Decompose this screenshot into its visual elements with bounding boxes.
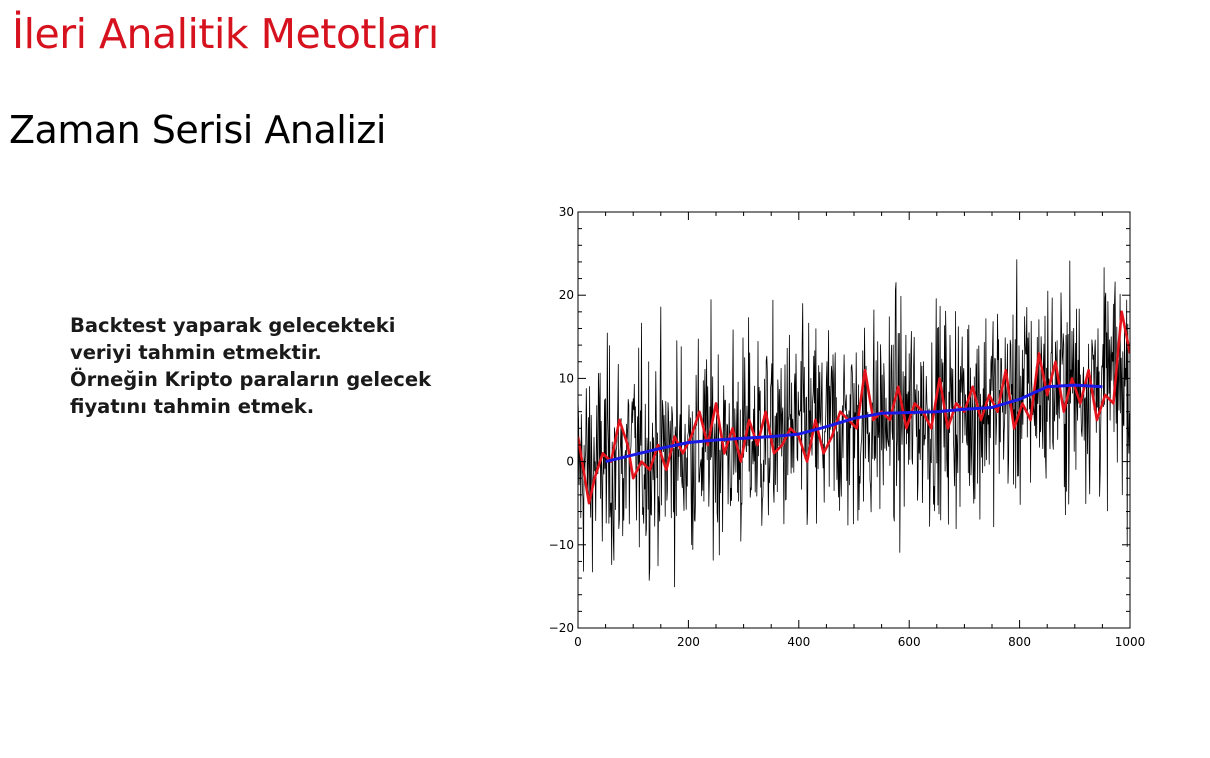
x-tick-label: 200 [677,635,700,649]
body-line-1: Backtest yaparak gelecekteki [70,314,396,337]
x-tick-label: 1000 [1115,635,1146,649]
body-text: Backtest yaparak gelecekteki veriyi tahm… [70,312,530,420]
y-tick-label: 20 [559,288,574,302]
body-line-2: veriyi tahmin etmektir. [70,341,322,364]
y-tick-label: −20 [549,621,574,635]
body-line-4: fiyatını tahmin etmek. [70,395,315,418]
y-tick-label: 30 [559,205,574,219]
y-tick-label: −10 [549,538,574,552]
body-line-3: Örneğin Kripto paraların gelecek [70,368,432,391]
section-title: Zaman Serisi Analizi [9,108,386,152]
x-tick-label: 800 [1008,635,1031,649]
y-tick-label: 10 [559,371,574,385]
y-tick-label: 0 [566,455,574,469]
ticks-layer [577,211,1131,629]
chart-svg: 0 200 400 600 800 1000 −20 −10 0 10 20 30 [549,205,1146,649]
series-line-trend [605,383,1103,464]
time-series-chart: 0 200 400 600 800 1000 −20 −10 0 10 20 30 [530,200,1160,670]
x-tick-label: 400 [787,635,810,649]
series-line-noise [578,259,1130,588]
x-tick-label: 600 [898,635,921,649]
page-title: İleri Analitik Metotları [12,10,439,58]
series-layer [578,259,1130,588]
tick-labels: 0 200 400 600 800 1000 −20 −10 0 10 20 30 [549,205,1146,649]
x-tick-label: 0 [574,635,582,649]
